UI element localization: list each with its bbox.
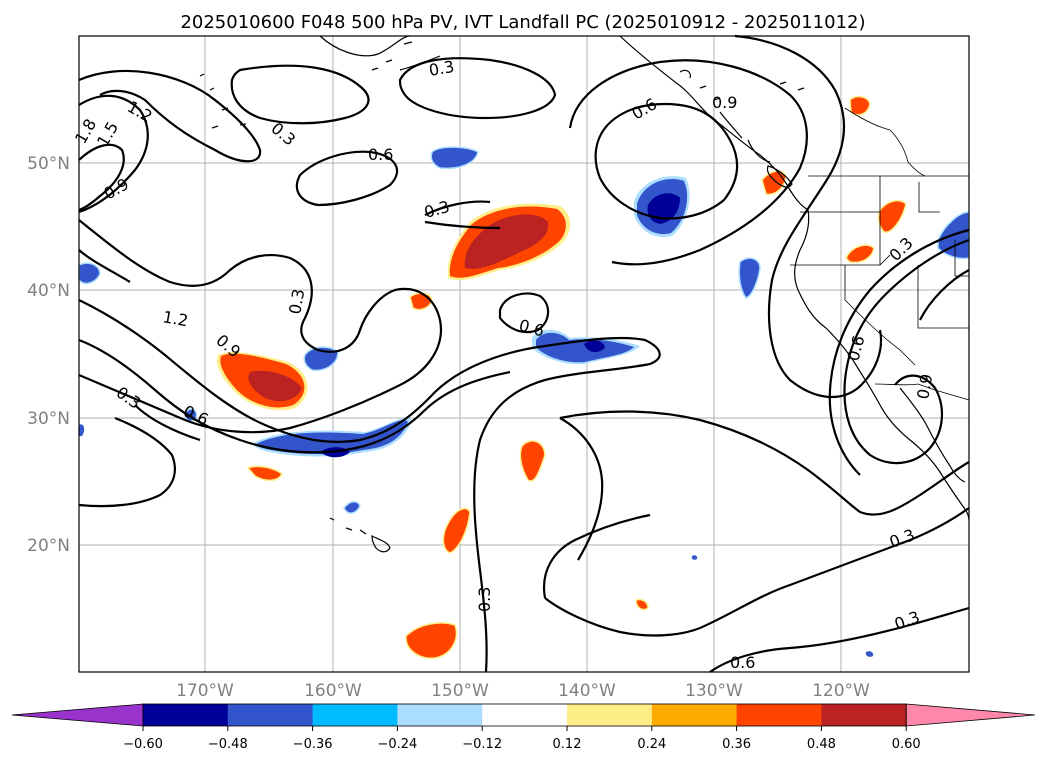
lon-label: 120°W [812,681,870,701]
lon-label: 130°W [685,681,743,701]
latitude-labels: 50°N 40°N 30°N 20°N [27,154,70,556]
map-frame [78,35,970,673]
colorbar-tick-label: 0.36 [722,737,751,752]
contour-label: 0.6 [368,145,393,164]
colorbar-tick-label: 0.24 [637,737,666,752]
colorbar-tick-label: 0.12 [553,737,582,752]
negative-anomaly-patches [78,146,970,657]
colorbar: −0.60 −0.48 −0.36 −0.24 −0.12 0.12 0.24 0.36 0.4… [11,703,1036,752]
contour-label: 0.6 [730,653,755,672]
colorbar-segment [736,704,822,726]
colorbar-tick-label: −0.12 [462,737,502,752]
contour-label: 0.3 [475,587,494,612]
pv-contours [78,34,970,673]
contour-label: 0.3 [285,287,308,315]
map-panel: 0.3 0.3 0.6 0.3 1.2 1.8 1.5 0.9 0.3 1.2 … [71,34,970,673]
colorbar-extend-max [905,703,1036,727]
colorbar-tick-label: 0.60 [892,737,921,752]
colorbar-extend-min [11,703,144,727]
colorbar-tick-label: 0.48 [807,737,836,752]
colorbar-tick-label: −0.60 [123,737,163,752]
colorbar-segment [482,704,568,726]
colorbar-frame [142,703,907,727]
colorbar-tick-label: −0.36 [293,737,333,752]
contour-label: 0.9 [913,372,936,400]
contour-label: 0.3 [427,57,455,80]
longitude-labels: 170°W 160°W 150°W 140°W 130°W 120°W [176,681,870,701]
lon-label: 160°W [304,681,362,701]
contour-label: 0.9 [712,93,737,112]
lat-label: 50°N [27,154,70,174]
colorbar-segment [567,704,653,726]
lon-label: 140°W [558,681,616,701]
positive-anomaly-subtropical-west [216,352,308,411]
positive-anomaly-central-pacific [447,203,571,281]
lon-label: 170°W [176,681,234,701]
figure-title: 2025010600 F048 500 hPa PV, IVT Landfall… [180,12,865,33]
colorbar-segment [397,704,483,726]
lon-label: 150°W [431,681,489,701]
colorbar-segment [821,704,907,726]
lat-label: 30°N [27,409,70,429]
colorbar-tick-label: −0.24 [377,737,417,752]
borders [790,107,970,401]
colorbar-segment [143,704,229,726]
coastlines [199,35,970,553]
ivt-anomaly-fills [78,95,970,659]
colorbar-segment [227,704,314,726]
lat-label: 20°N [27,536,70,556]
lat-label: 40°N [27,281,70,301]
colorbar-segment [651,704,738,726]
colorbar-tick-label: −0.48 [208,737,248,752]
colorbar-segment [312,704,398,726]
positive-anomaly-small-patches [246,95,907,659]
contour-label: 1.2 [161,307,189,330]
